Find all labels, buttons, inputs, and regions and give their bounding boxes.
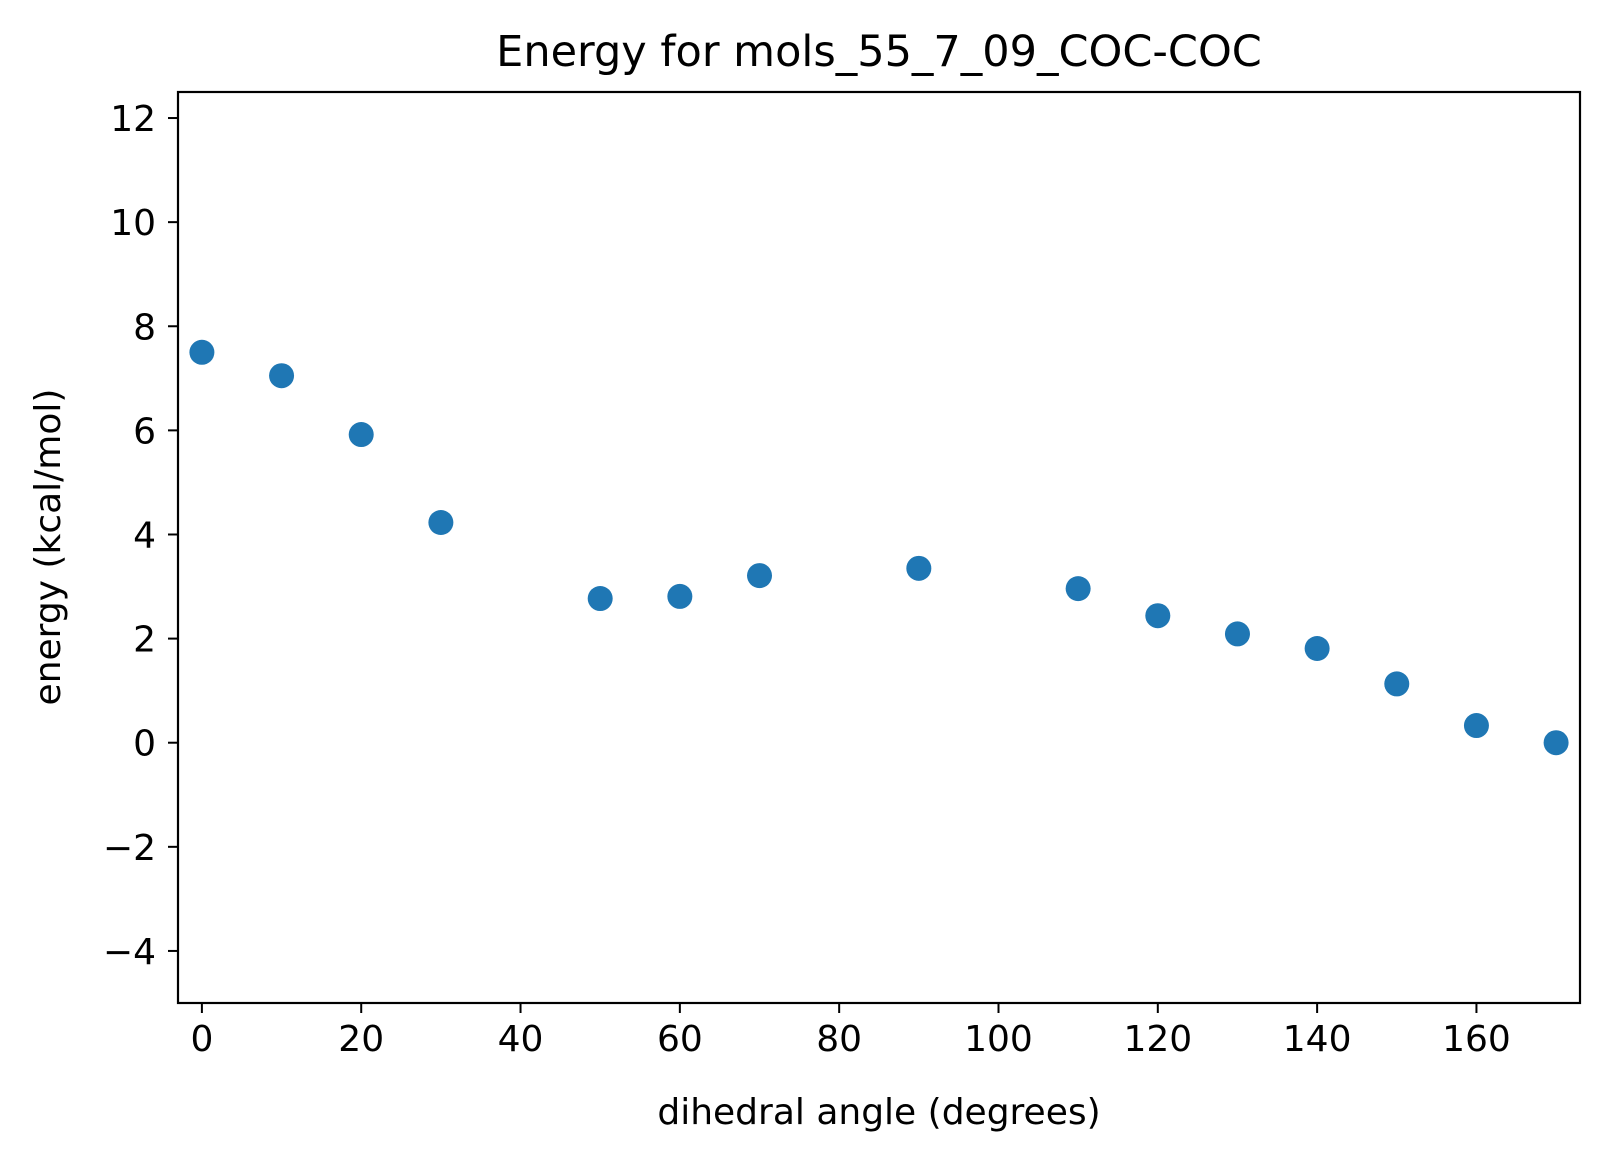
x-tick-label: 140 [1283, 1019, 1352, 1060]
data-point [428, 510, 454, 536]
data-point [1304, 635, 1330, 661]
x-tick-label: 40 [498, 1019, 544, 1060]
x-tick-label: 60 [657, 1019, 703, 1060]
data-point [1384, 671, 1410, 697]
x-axis-label: dihedral angle (degrees) [657, 1092, 1100, 1133]
plot-frame [176, 90, 1582, 1005]
chart-title: Energy for mols_55_7_09_COC-COC [496, 27, 1262, 77]
data-point [587, 586, 613, 612]
data-point [906, 555, 932, 581]
data-point [667, 583, 693, 609]
data-points [189, 339, 1569, 756]
y-tick-label: −2 [103, 828, 156, 869]
y-tick-label: 12 [110, 99, 156, 140]
x-tick-label: 0 [190, 1019, 213, 1060]
y-tick-label: 8 [133, 307, 156, 348]
y-tick-label: 6 [133, 411, 156, 452]
x-tick-label: 80 [816, 1019, 862, 1060]
plot-area-background [178, 92, 1580, 1003]
x-axis-ticks: 0 20 40 60 80 100 120 140 160 [190, 1003, 1511, 1060]
x-tick-label: 120 [1123, 1019, 1192, 1060]
x-tick-label: 100 [964, 1019, 1033, 1060]
data-point [1145, 603, 1171, 629]
y-axis-ticks: −4 −2 0 2 4 6 8 10 12 [103, 99, 178, 973]
data-point [747, 563, 773, 589]
y-tick-label: 2 [133, 620, 156, 661]
x-tick-label: 160 [1442, 1019, 1511, 1060]
y-axis-label: energy (kcal/mol) [28, 389, 69, 706]
x-tick-label: 20 [338, 1019, 384, 1060]
y-tick-label: 10 [110, 203, 156, 244]
y-tick-label: −4 [103, 932, 156, 973]
data-point [348, 422, 374, 448]
data-point [1065, 576, 1091, 602]
y-tick-label: 4 [133, 515, 156, 556]
data-point [1224, 621, 1250, 647]
data-point [1463, 713, 1489, 739]
y-tick-label: 0 [133, 724, 156, 765]
data-point [189, 339, 215, 365]
data-point [269, 363, 295, 389]
data-point [1543, 730, 1569, 756]
